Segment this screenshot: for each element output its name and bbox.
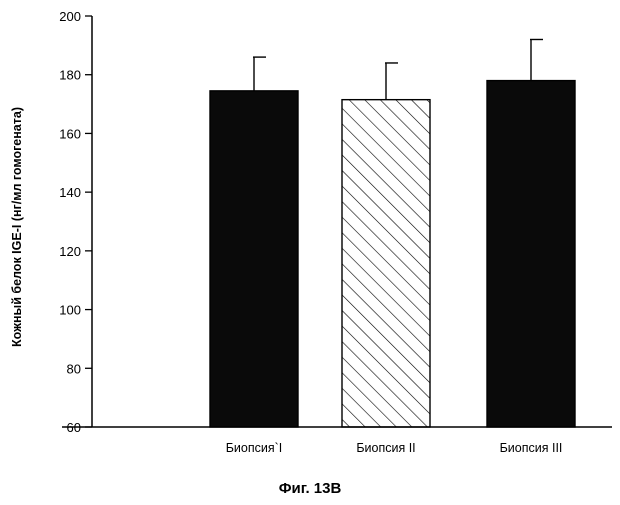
x-category-label: Биопсия III (500, 441, 563, 455)
bar (342, 100, 430, 427)
bar (487, 81, 575, 427)
y-tick-label: 100 (59, 303, 81, 318)
figure-caption: Фиг. 13B (279, 480, 342, 497)
y-tick-label: 200 (59, 9, 81, 24)
x-categories-layer: Биопсия`I Биопсия II Биопсия III (226, 441, 563, 455)
x-category-label: Биопсия`I (226, 441, 283, 455)
y-tick-label: 60 (67, 420, 81, 435)
bar (210, 91, 298, 427)
y-tick-label: 160 (59, 126, 81, 141)
y-tick-label: 140 (59, 185, 81, 200)
bars-layer (210, 39, 575, 427)
bar-chart: 60 80 100 120 140 160 180 200 Биопсия`I Биопсия … (0, 0, 620, 500)
figure: 60 80 100 120 140 160 180 200 Биопсия`I Биопсия … (0, 0, 620, 500)
y-ticks-layer: 60 80 100 120 140 160 180 200 (59, 9, 92, 435)
x-category-label: Биопсия II (356, 441, 415, 455)
y-tick-label: 80 (67, 361, 81, 376)
y-tick-label: 120 (59, 244, 81, 259)
y-tick-label: 180 (59, 68, 81, 83)
y-axis-title: Кожный белок IGE-I (нг/мл гомогената) (10, 107, 24, 347)
